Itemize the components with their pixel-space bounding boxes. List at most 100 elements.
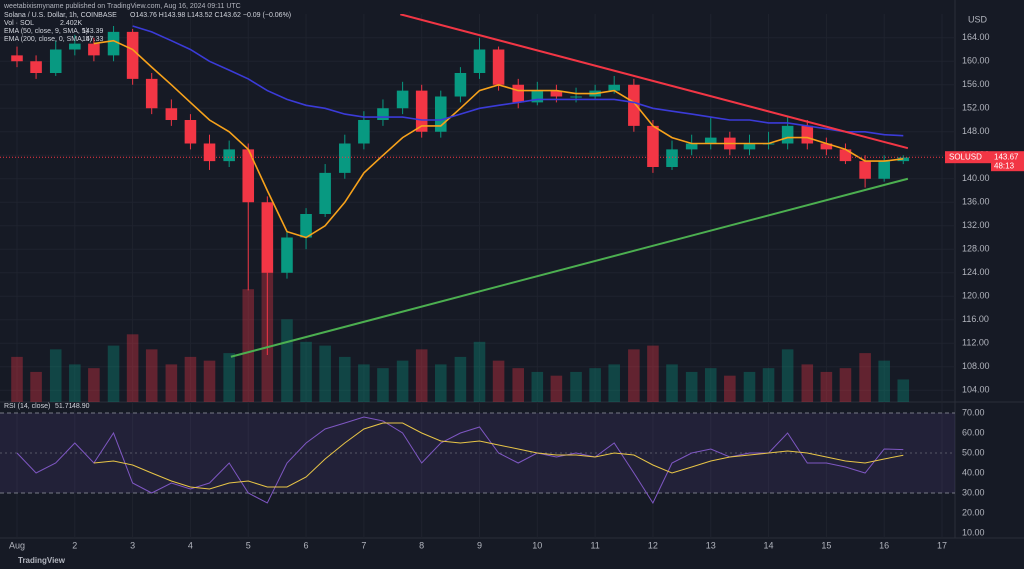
y-tick-label: 112.00 bbox=[962, 338, 989, 348]
x-tick-label: 2 bbox=[72, 540, 77, 550]
countdown-label: 48:13 bbox=[994, 161, 1015, 170]
x-tick-label: 4 bbox=[188, 540, 193, 550]
candle-body bbox=[223, 149, 235, 162]
candle-body bbox=[339, 143, 351, 173]
volume-bar bbox=[88, 368, 100, 402]
candle-body bbox=[165, 108, 178, 120]
volume-bar bbox=[839, 368, 852, 402]
candle-body bbox=[319, 172, 331, 214]
legend-text: 51.71 bbox=[55, 403, 73, 410]
volume-bar bbox=[628, 349, 640, 402]
x-tick-label: 17 bbox=[937, 540, 947, 550]
x-tick-label: Aug bbox=[9, 540, 25, 550]
y-tick-label: 136.00 bbox=[962, 197, 990, 207]
x-tick-label: 6 bbox=[304, 540, 309, 550]
volume-bar bbox=[434, 364, 447, 402]
legend-text: 143.39 bbox=[82, 28, 104, 35]
volume-bar bbox=[897, 379, 910, 402]
volume-bar bbox=[820, 371, 833, 402]
rsi-line bbox=[16, 416, 904, 505]
legend-text: 2.402K bbox=[60, 20, 83, 27]
y-tick-label: 120.00 bbox=[962, 291, 990, 301]
x-tick-label: 7 bbox=[361, 540, 366, 550]
candle-body bbox=[415, 90, 428, 132]
header: weetabixismyname published on TradingVie… bbox=[3, 3, 241, 10]
volume-bar bbox=[11, 356, 23, 402]
y-tick-label: 116.00 bbox=[962, 314, 989, 324]
candle-body bbox=[107, 31, 120, 56]
volume-bar bbox=[570, 371, 582, 402]
volume-bar bbox=[223, 353, 235, 402]
volume-bar bbox=[339, 356, 351, 402]
volume-bar bbox=[126, 334, 139, 402]
volume-bar bbox=[801, 364, 814, 402]
candle-body bbox=[30, 61, 42, 73]
candle-body bbox=[11, 55, 23, 62]
candle-body bbox=[839, 149, 852, 162]
candle-body bbox=[685, 143, 698, 150]
y-tick-label: 124.00 bbox=[962, 267, 990, 277]
candle-body bbox=[203, 143, 216, 162]
candle-body bbox=[377, 108, 389, 120]
y-tick-label: 104.00 bbox=[962, 385, 990, 395]
legend-text: 48.90 bbox=[72, 403, 90, 410]
x-tick-label: 8 bbox=[419, 540, 424, 550]
x-tick-label: 12 bbox=[648, 540, 658, 550]
last-price-tag bbox=[945, 151, 991, 164]
candle-body bbox=[743, 143, 756, 150]
volume-bar bbox=[49, 349, 62, 402]
legend-text: EMA (50, close, 9, SMA, 5) bbox=[4, 28, 88, 35]
ema-line bbox=[93, 39, 904, 239]
volume-bar bbox=[300, 341, 312, 402]
y-tick-label: 50.00 bbox=[962, 447, 985, 457]
candle-body bbox=[300, 214, 312, 238]
x-tick-label: 3 bbox=[130, 540, 135, 550]
candle-body bbox=[242, 149, 255, 203]
volume-bar bbox=[685, 371, 698, 402]
volume-bar bbox=[203, 360, 216, 402]
volume-bar bbox=[281, 319, 293, 402]
volume-bar bbox=[358, 364, 370, 402]
symbol-label: SOLUSD bbox=[949, 152, 982, 161]
volume-bar bbox=[145, 349, 158, 402]
y-tick-label: 160.00 bbox=[962, 56, 990, 66]
volume-bar bbox=[377, 368, 389, 402]
candle-body bbox=[261, 202, 274, 273]
candle-body bbox=[628, 84, 640, 126]
y-tick-label: 148.00 bbox=[962, 126, 990, 136]
candle-body bbox=[781, 125, 794, 144]
trendline bbox=[230, 177, 909, 358]
y-tick-label: 128.00 bbox=[962, 244, 990, 254]
y-tick-label: 108.00 bbox=[962, 361, 990, 371]
volume-bar bbox=[724, 375, 736, 402]
candle-body bbox=[492, 49, 505, 85]
candle-body bbox=[473, 49, 486, 73]
candle-body bbox=[647, 125, 659, 167]
volume-bar bbox=[647, 345, 659, 402]
legend-text: RSI (14, close) bbox=[4, 403, 50, 410]
candle-body bbox=[126, 31, 139, 79]
candle-body bbox=[145, 78, 158, 109]
volume-bar bbox=[589, 368, 601, 402]
x-tick-label: 10 bbox=[532, 540, 542, 550]
candle-body bbox=[454, 73, 467, 97]
legend-text: Solana / U.S. Dollar, 1h, COINBASE bbox=[4, 12, 117, 19]
candle-body bbox=[608, 84, 620, 91]
volume-bar bbox=[242, 289, 255, 402]
candle-body bbox=[801, 125, 814, 144]
candle-body bbox=[358, 120, 370, 144]
candle-body bbox=[531, 90, 544, 103]
candle-body bbox=[878, 161, 890, 179]
volume-bar bbox=[30, 371, 42, 402]
volume-bar bbox=[550, 375, 563, 402]
volume-bar bbox=[165, 364, 178, 402]
volume-bar bbox=[492, 360, 505, 402]
volume-bar bbox=[415, 349, 428, 402]
y-tick-label: 40.00 bbox=[962, 467, 985, 477]
y-tick-label: 132.00 bbox=[962, 220, 990, 230]
y-tick-label: 10.00 bbox=[962, 527, 985, 537]
y-tick-label: 70.00 bbox=[962, 407, 985, 417]
candle-body bbox=[820, 143, 833, 150]
